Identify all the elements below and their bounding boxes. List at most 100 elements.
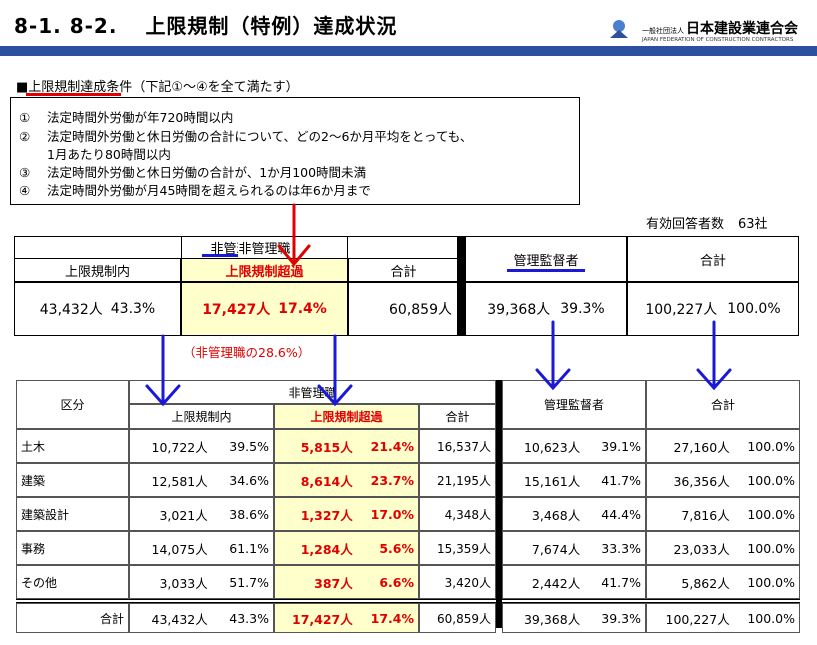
table-row-within-cell: 12,581人 34.6% — [129, 463, 274, 497]
count-value: 7,674人 — [531, 541, 581, 557]
table-row-grand-total-cell: 23,033人 100.0% — [646, 531, 800, 565]
table-row-exceed-cell: 1,327人 17.0% — [274, 497, 419, 531]
table-row-total-cell: 15,359人 — [419, 531, 496, 565]
summary-manager-value: 39,368人 39.3% — [465, 282, 627, 336]
condition-item: ① 法定時間外労働が年720時間以内 — [19, 110, 234, 125]
count-value: 100,227人 — [665, 611, 730, 627]
logo-small-text: 一般社団法人 — [642, 27, 684, 35]
percent-value: 41.7% — [601, 472, 641, 488]
percent-value: 100.0% — [747, 438, 795, 454]
percent-value: 61.1% — [229, 540, 269, 556]
percent-value: 23.7% — [370, 472, 414, 488]
exceed-ratio-note: （非管理職の28.6%） — [183, 345, 311, 360]
percent-value: 17.0% — [370, 506, 414, 522]
percent-value: 41.7% — [601, 574, 641, 590]
count-value: 15,161人 — [523, 473, 581, 489]
conditions-heading: ■上限規制達成条件（下記①～④を全て満たす） — [16, 76, 299, 95]
respondents-count: 有効回答者数 63社 — [646, 213, 768, 232]
table-row-exceed-cell: 387人 6.6% — [274, 565, 419, 599]
table-row-manager-cell: 15,161人 41.7% — [502, 463, 646, 497]
detail-non-manager-header: 非管理職 — [129, 380, 496, 404]
count-value: 12,581人 — [151, 473, 208, 489]
count-value: 7,816人 — [681, 507, 730, 523]
count-value: 387人 — [314, 575, 353, 591]
detail-manager-header: 管理監督者 — [502, 380, 646, 429]
table-row-grand-total-cell: 5,862人 100.0% — [646, 565, 800, 599]
table-row-within-cell: 10,722人 39.5% — [129, 429, 274, 463]
detail-table: 区分 非管理職 上限規制内 上限規制超過 合計 管理監督者 合計 土木 10,722人 39.5%… — [16, 380, 800, 633]
condition-item-continued: 1月あたり80時間以内 — [47, 147, 171, 162]
count-value: 3,468人 — [531, 507, 581, 523]
count-value: 5,862人 — [681, 575, 730, 591]
percent-value: 51.7% — [229, 574, 269, 590]
count-value: 10,623人 — [523, 439, 581, 455]
table-row-grand-total-cell: 27,160人 100.0% — [646, 429, 800, 463]
table-row-exceed-cell: 5,815人 21.4% — [274, 429, 419, 463]
detail-category-header: 区分 — [16, 380, 129, 429]
count-value: 36,356人 — [673, 473, 730, 489]
count-value: 8,614人 — [300, 473, 353, 489]
percent-value: 44.4% — [601, 506, 641, 522]
logo-org-name: 日本建設業連合会 — [686, 21, 798, 37]
section-number: 8-1. 8-2. — [14, 14, 118, 38]
summary-exceed-value: 17,427人 17.4% — [181, 282, 348, 336]
count-value: 39,368人 — [523, 611, 581, 627]
logo-english-name: JAPAN FEDERATION OF CONSTRUCTION CONTRAC… — [642, 37, 794, 43]
count-value: 2,442人 — [531, 575, 581, 591]
count-value: 1,284人 — [300, 541, 353, 557]
heading-sub: （下記①～④を全て満たす） — [132, 80, 299, 95]
summary-grand-total-header: 合計 — [627, 236, 799, 282]
detail-divider — [496, 380, 502, 628]
percent-value: 100.0% — [747, 506, 795, 522]
summary-divider — [457, 236, 465, 336]
organization-logo: 一般社団法人 日本建設業連合会 JAPAN FEDERATION OF CONST… — [608, 16, 798, 46]
non-manager-underline — [202, 254, 265, 257]
percent-value: 39.5% — [229, 438, 269, 454]
conditions-box: ① 法定時間外労働が年720時間以内 ② 法定時間外労働と休日労働の合計について、ど… — [10, 97, 580, 205]
percent-value: 43.3% — [229, 610, 269, 626]
table-row-category: 建築 — [16, 463, 129, 497]
summary-within-value: 43,432人 43.3% — [14, 282, 181, 336]
heading-bullet: ■ — [16, 80, 29, 95]
detail-within-header: 上限規制内 — [129, 404, 274, 429]
percent-value: 33.3% — [601, 540, 641, 556]
count-value: 5,815人 — [300, 439, 353, 455]
page-title: 8-1. 8-2. 上限規制（特例）達成状況 — [14, 10, 397, 39]
table-row-manager-cell: 2,442人 41.7% — [502, 565, 646, 599]
percent-value: 34.6% — [229, 472, 269, 488]
summary-manager-header: 管理監督者 — [465, 236, 627, 282]
table-row-within-cell: 3,021人 38.6% — [129, 497, 274, 531]
table-row-within-cell: 14,075人 61.1% — [129, 531, 274, 565]
respondents-value: 63社 — [738, 217, 768, 232]
percent-value: 100.0% — [747, 574, 795, 590]
percent-value: 21.4% — [370, 438, 414, 454]
summary-exceed-top — [181, 236, 348, 258]
total-row-separator — [16, 599, 800, 603]
table-row-total-cell: 16,537人 — [419, 429, 496, 463]
count-value: 23,033人 — [673, 541, 730, 557]
count-value: 43,432人 — [151, 611, 208, 627]
count-value: 3,021人 — [159, 507, 208, 523]
detail-total-header: 合計 — [419, 404, 496, 429]
table-row-manager-cell: 10,623人 39.1% — [502, 429, 646, 463]
table-row-within-cell: 3,033人 51.7% — [129, 565, 274, 599]
summary-non-manager-label: 非管理職 — [238, 237, 291, 257]
respondents-label: 有効回答者数 — [646, 217, 725, 232]
count-value: 14,075人 — [151, 541, 208, 557]
percent-value: 100.0% — [747, 610, 795, 626]
summary-within-header: 上限規制内 — [14, 258, 181, 282]
percent-value: 100.0% — [747, 472, 795, 488]
title-text: 上限規制（特例）達成状況 — [145, 14, 398, 38]
table-total-row-exceed-cell: 17,427人 17.4% — [274, 603, 419, 633]
logo-mark-icon — [610, 20, 628, 38]
heading-underline — [26, 93, 121, 96]
table-row-manager-cell: 3,468人 44.4% — [502, 497, 646, 531]
table-row-grand-total-cell: 7,816人 100.0% — [646, 497, 800, 531]
count-value: 10,722人 — [151, 439, 208, 455]
percent-value: 38.6% — [229, 506, 269, 522]
table-row-total-cell: 4,348人 — [419, 497, 496, 531]
table-total-row-grand-total-cell: 100,227人 100.0% — [646, 603, 800, 633]
table-row-exceed-cell: 1,284人 5.6% — [274, 531, 419, 565]
table-total-row-category: 合計 — [16, 603, 129, 633]
